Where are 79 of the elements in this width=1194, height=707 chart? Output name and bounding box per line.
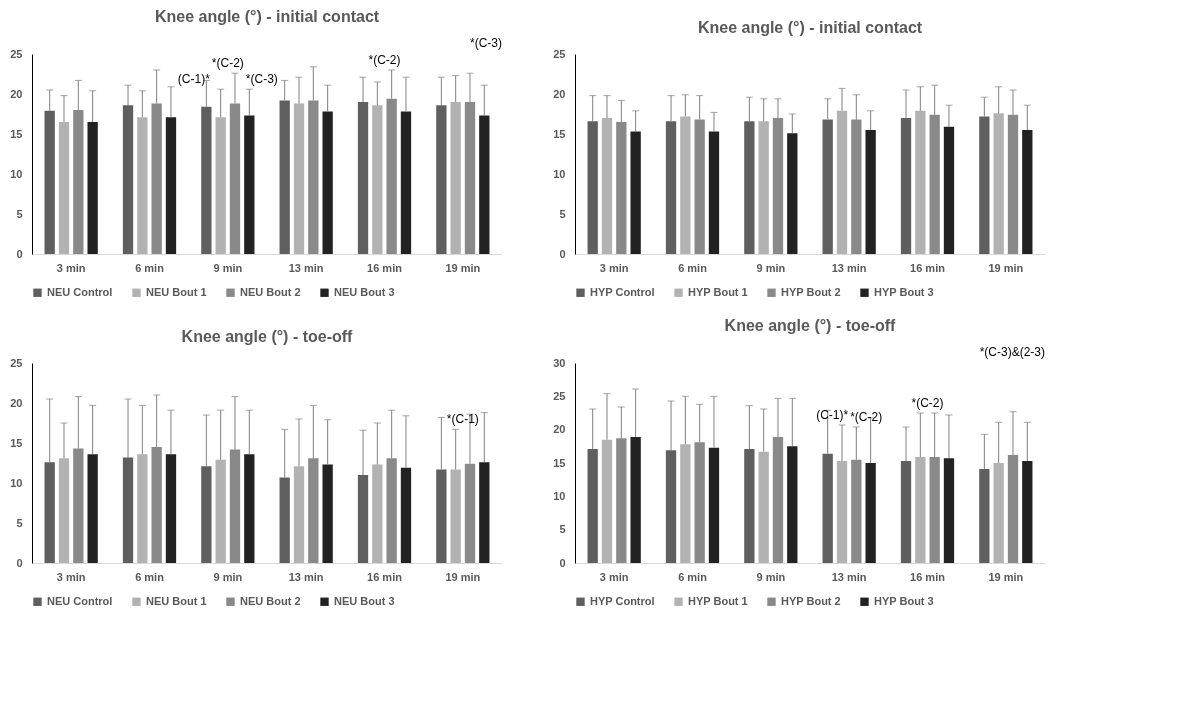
y-tick-label: 20 [553, 423, 566, 436]
annotation: *(C-2) [850, 410, 883, 424]
chart-title: Knee angle (°) - initial contact [697, 19, 923, 36]
legend-label: NEU Control [47, 594, 113, 607]
x-tick-label: 9 min [756, 261, 786, 274]
y-tick-label: 10 [10, 476, 23, 489]
legend-label: NEU Bout 2 [240, 285, 301, 298]
y-tick-label: 20 [10, 87, 23, 100]
legend-label: HYP Bout 1 [688, 594, 748, 607]
annotation: *(C-2) [211, 56, 244, 71]
y-tick-label: 10 [10, 167, 23, 180]
x-tick-label: 16 min [910, 570, 946, 583]
x-tick-label: 3 min [599, 261, 629, 274]
y-tick-label: 0 [559, 556, 566, 569]
annotation: (C-1)* [177, 72, 211, 87]
y-tick-label: 5 [16, 516, 23, 529]
y-tick-label: 20 [553, 87, 566, 100]
x-tick-label: 19 min [988, 570, 1024, 583]
x-tick-label: 9 min [213, 570, 243, 583]
x-tick-label: 13 min [288, 570, 324, 583]
y-tick-label: 10 [553, 167, 566, 180]
legend-label: NEU Control [47, 285, 113, 298]
x-tick-label: 3 min [56, 570, 86, 583]
y-tick-label: 15 [553, 456, 566, 469]
chart-title: Knee angle (°) - initial contact [154, 8, 380, 25]
y-tick-label: 25 [553, 47, 566, 60]
chart-title: Knee angle (°) - toe-off [181, 328, 354, 345]
x-tick-label: 19 min [445, 570, 481, 583]
y-tick-label: 0 [16, 556, 23, 569]
x-tick-label: 9 min [756, 570, 786, 583]
y-tick-label: 25 [10, 47, 23, 60]
x-tick-label: 6 min [135, 261, 165, 274]
x-tick-label: 6 min [135, 570, 165, 583]
x-tick-label: 13 min [831, 570, 867, 583]
legend-label: NEU Bout 1 [146, 594, 207, 607]
legend-label: HYP Control [590, 285, 655, 298]
x-tick-label: 16 min [910, 261, 946, 274]
x-tick-label: 19 min [445, 261, 481, 274]
y-tick-label: 30 [553, 356, 566, 369]
legend-label: HYP Control [590, 594, 655, 607]
x-tick-label: 6 min [678, 570, 708, 583]
annotation: *(C-3) [245, 72, 278, 87]
y-tick-label: 5 [559, 523, 566, 536]
y-tick-label: 15 [553, 127, 566, 140]
y-tick-label: 10 [553, 489, 566, 502]
legend-label: NEU Bout 3 [334, 285, 395, 298]
x-tick-label: 13 min [288, 261, 324, 274]
y-tick-label: 25 [10, 356, 23, 369]
x-tick-label: 3 min [599, 570, 629, 583]
x-tick-label: 16 min [367, 570, 403, 583]
annotation: *(C-1) [446, 412, 479, 427]
annotation: (C-1)* [816, 408, 849, 422]
text: *(C-3)&(2-3) [979, 345, 1045, 359]
x-tick-label: 9 min [213, 261, 243, 274]
y-tick-label: 5 [559, 207, 566, 220]
y-tick-label: 20 [10, 396, 23, 409]
chart-title: Knee angle (°) - toe-off [724, 317, 897, 334]
legend-label: HYP Bout 2 [781, 285, 841, 298]
legend-label: HYP Bout 3 [874, 285, 934, 298]
legend-label: HYP Bout 1 [688, 285, 748, 298]
x-tick-label: 16 min [367, 261, 403, 274]
legend-label: HYP Bout 2 [781, 594, 841, 607]
y-tick-label: 5 [16, 207, 23, 220]
annotation: *(C-2) [911, 396, 944, 410]
annotation: *(C-2) [368, 53, 401, 67]
y-tick-label: 15 [10, 436, 23, 449]
text: *(C-3) [470, 36, 502, 50]
y-tick-label: 25 [553, 389, 566, 402]
legend-label: NEU Bout 3 [334, 594, 395, 607]
legend-label: HYP Bout 3 [874, 594, 934, 607]
legend-label: NEU Bout 2 [240, 594, 301, 607]
x-tick-label: 13 min [831, 261, 867, 274]
x-tick-label: 19 min [988, 261, 1024, 274]
y-tick-label: 15 [10, 127, 23, 140]
x-tick-label: 3 min [56, 261, 86, 274]
x-tick-label: 6 min [678, 261, 708, 274]
y-tick-label: 0 [559, 247, 566, 260]
y-tick-label: 0 [16, 247, 23, 260]
legend-label: NEU Bout 1 [146, 285, 207, 298]
